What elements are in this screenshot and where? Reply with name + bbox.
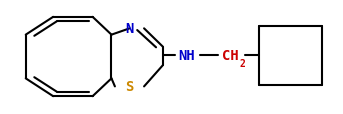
Text: NH: NH — [179, 49, 195, 63]
Text: CH: CH — [222, 49, 239, 63]
Text: S: S — [126, 80, 134, 94]
Text: N: N — [126, 22, 134, 36]
Text: 2: 2 — [239, 58, 245, 68]
